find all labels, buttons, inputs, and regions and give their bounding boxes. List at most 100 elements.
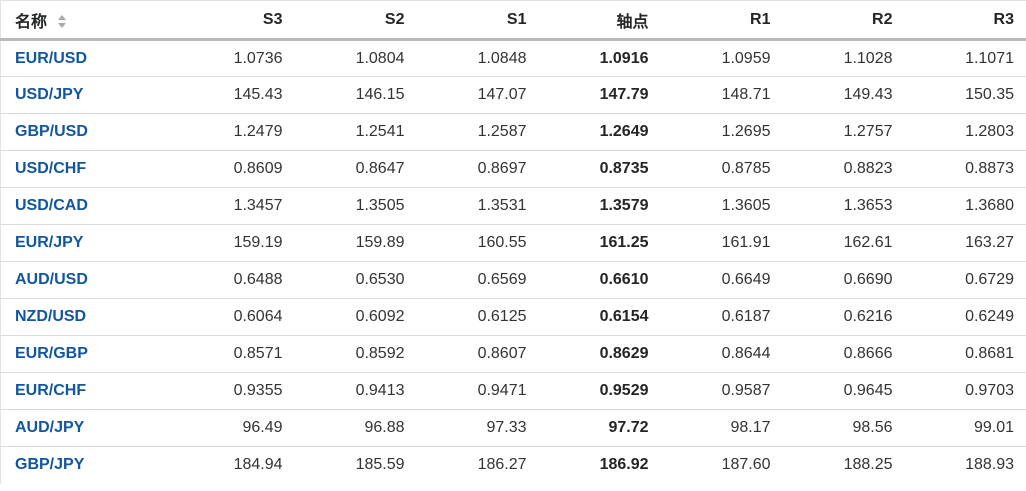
pivot-value: 0.9529 bbox=[538, 372, 661, 410]
level-value: 0.6064 bbox=[172, 298, 295, 336]
column-header-pivot: 轴点 bbox=[538, 0, 661, 41]
level-value: 161.91 bbox=[660, 224, 783, 262]
level-value: 1.0736 bbox=[233, 49, 283, 67]
table-body: EUR/USD 1.0736 1.0804 1.0848 1.0916 1.0959 1.1… bbox=[0, 40, 1026, 484]
level-value: 0.8607 bbox=[416, 335, 539, 373]
pivot-value: 0.6154 bbox=[538, 298, 661, 336]
level-value: 1.3531 bbox=[416, 187, 539, 225]
level-value: 0.6488 bbox=[172, 261, 295, 299]
level-value: 1.2541 bbox=[294, 113, 417, 151]
level-value: 0.8823 bbox=[782, 150, 905, 188]
level-value: 0.6569 bbox=[416, 261, 539, 299]
level-value: 0.6125 bbox=[416, 298, 539, 336]
pair-link[interactable]: GBP/USD bbox=[0, 113, 173, 151]
level-value: 185.59 bbox=[294, 446, 417, 484]
level-value: 1.1028 bbox=[843, 49, 893, 67]
pair-link[interactable]: AUD/USD bbox=[0, 261, 173, 299]
level-value: 96.88 bbox=[294, 409, 417, 447]
table-row: USD/CHF 0.8609 0.8647 0.8697 0.8735 0.8785 0.8… bbox=[0, 150, 1026, 188]
level-value: 1.0959 bbox=[721, 49, 771, 67]
level-value: 1.0804 bbox=[355, 49, 405, 67]
level-value: 1.2803 bbox=[904, 113, 1026, 151]
level-value: 1.0848 bbox=[477, 49, 527, 67]
level-value: 0.6187 bbox=[660, 298, 783, 336]
level-value: 1.3605 bbox=[660, 187, 783, 225]
level-value: 145.43 bbox=[172, 76, 295, 114]
level-value: 188.25 bbox=[782, 446, 905, 484]
level-value: 159.19 bbox=[172, 224, 295, 262]
table-row: USD/JPY 145.43 146.15 147.07 147.79 148.71 149… bbox=[0, 76, 1026, 114]
column-header-s1: S1 bbox=[416, 0, 539, 41]
level-value: 147.07 bbox=[416, 76, 539, 114]
level-value: 0.6249 bbox=[904, 298, 1026, 336]
table-row: EUR/GBP 0.8571 0.8592 0.8607 0.8629 0.8644 0.8… bbox=[0, 335, 1026, 373]
level-value: 150.35 bbox=[904, 76, 1026, 114]
level-value: 98.17 bbox=[660, 409, 783, 447]
column-header-name[interactable]: 名称 bbox=[0, 0, 173, 41]
pair-link[interactable]: EUR/CHF bbox=[0, 372, 173, 410]
pair-link[interactable]: NZD/USD bbox=[0, 298, 173, 336]
level-value: 0.9413 bbox=[294, 372, 417, 410]
pivot-value: 97.72 bbox=[538, 409, 661, 447]
level-value: 98.56 bbox=[782, 409, 905, 447]
level-value: 0.8644 bbox=[660, 335, 783, 373]
level-value: 0.6729 bbox=[904, 261, 1026, 299]
level-value: 163.27 bbox=[904, 224, 1026, 262]
level-value: 1.2695 bbox=[660, 113, 783, 151]
level-value: 1.3680 bbox=[904, 187, 1026, 225]
pair-link[interactable]: EUR/GBP bbox=[0, 335, 173, 373]
pair-link[interactable]: USD/JPY bbox=[0, 76, 173, 114]
level-value: 188.93 bbox=[904, 446, 1026, 484]
pivot-value: 0.8629 bbox=[538, 335, 661, 373]
pair-link[interactable]: USD/CHF bbox=[0, 150, 173, 188]
pair-link[interactable]: EUR/USD bbox=[15, 49, 88, 67]
pair-link[interactable]: EUR/JPY bbox=[0, 224, 173, 262]
level-value: 186.27 bbox=[416, 446, 539, 484]
level-value: 1.2479 bbox=[172, 113, 295, 151]
table-row: EUR/CHF 0.9355 0.9413 0.9471 0.9529 0.9587 0.9… bbox=[0, 372, 1026, 410]
level-value: 160.55 bbox=[416, 224, 539, 262]
table-row: GBP/JPY 184.94 185.59 186.27 186.92 187.60 188… bbox=[0, 446, 1026, 484]
level-value: 149.43 bbox=[782, 76, 905, 114]
table-row: USD/CAD 1.3457 1.3505 1.3531 1.3579 1.3605 1.3… bbox=[0, 187, 1026, 225]
level-value: 0.6690 bbox=[782, 261, 905, 299]
level-value: 0.6216 bbox=[782, 298, 905, 336]
level-value: 0.8666 bbox=[782, 335, 905, 373]
level-value: 1.2757 bbox=[782, 113, 905, 151]
pivot-value: 161.25 bbox=[538, 224, 661, 262]
level-value: 184.94 bbox=[172, 446, 295, 484]
level-value: 0.8592 bbox=[294, 335, 417, 373]
level-value: 0.9471 bbox=[416, 372, 539, 410]
level-value: 0.8697 bbox=[416, 150, 539, 188]
level-value: 0.9355 bbox=[172, 372, 295, 410]
level-value: 159.89 bbox=[294, 224, 417, 262]
pair-link[interactable]: AUD/JPY bbox=[0, 409, 173, 447]
level-value: 0.9703 bbox=[904, 372, 1026, 410]
level-value: 0.8681 bbox=[904, 335, 1026, 373]
column-header-r3: R3 bbox=[904, 0, 1026, 41]
level-value: 162.61 bbox=[782, 224, 905, 262]
level-value: 1.3653 bbox=[782, 187, 905, 225]
pivot-value: 1.0916 bbox=[599, 49, 649, 67]
level-value: 187.60 bbox=[660, 446, 783, 484]
table-row: AUD/USD 0.6488 0.6530 0.6569 0.6610 0.6649 0.6… bbox=[0, 261, 1026, 299]
pair-link[interactable]: USD/CAD bbox=[0, 187, 173, 225]
sort-updown-icon bbox=[58, 14, 67, 28]
level-value: 0.8873 bbox=[904, 150, 1026, 188]
level-value: 0.6649 bbox=[660, 261, 783, 299]
pivot-value: 0.8735 bbox=[538, 150, 661, 188]
level-value: 0.9645 bbox=[782, 372, 905, 410]
level-value: 148.71 bbox=[660, 76, 783, 114]
level-value: 0.8647 bbox=[294, 150, 417, 188]
level-value: 0.6530 bbox=[294, 261, 417, 299]
level-value: 0.6092 bbox=[294, 298, 417, 336]
table-row: GBP/USD 1.2479 1.2541 1.2587 1.2649 1.2695 1.2… bbox=[0, 113, 1026, 151]
table-row: EUR/USD 1.0736 1.0804 1.0848 1.0916 1.0959 1.1… bbox=[1, 40, 1026, 77]
level-value: 1.3505 bbox=[294, 187, 417, 225]
pivot-value: 1.3579 bbox=[538, 187, 661, 225]
level-value: 0.8571 bbox=[172, 335, 295, 373]
table-row: NZD/USD 0.6064 0.6092 0.6125 0.6154 0.6187 0.6… bbox=[0, 298, 1026, 336]
pair-link[interactable]: GBP/JPY bbox=[0, 446, 173, 484]
